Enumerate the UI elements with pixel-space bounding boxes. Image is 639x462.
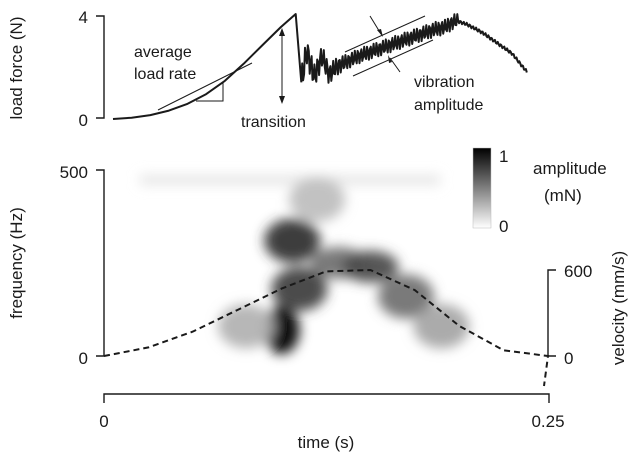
frequency-axis-label: frequency (Hz) <box>7 207 26 318</box>
load-rate-annotation: average load rate <box>134 44 253 111</box>
time-tick-0: 0 <box>99 412 108 431</box>
velocity-axis-label: velocity (mm/s) <box>609 251 628 365</box>
load-force-curve <box>112 13 528 120</box>
colorbar-title-line1: amplitude <box>533 159 607 178</box>
load-rate-tangent-line <box>157 62 253 111</box>
spectrogram-heatmap <box>140 175 470 354</box>
heatmap-blob <box>263 305 300 354</box>
vibration-arrow-top-head <box>377 29 383 37</box>
heatmap-blob <box>264 218 321 263</box>
vibration-annotation: vibration amplitude <box>344 15 483 114</box>
colorbar-tick-0: 0 <box>499 217 508 236</box>
frequency-tick-0: 0 <box>79 349 88 368</box>
heatmap-blob <box>218 304 275 349</box>
transition-label: transition <box>241 114 306 131</box>
load-rate-label-line2: load rate <box>134 66 196 83</box>
heatmap-noise-band <box>140 175 440 185</box>
colorbar-tick-1: 1 <box>499 147 508 166</box>
load-rate-label-line1: average <box>134 44 192 61</box>
transition-arrow-head-bottom <box>279 96 285 104</box>
frequency-y-axis <box>96 169 105 357</box>
load-force-panel: 4 0 load force (N) average load rate tra… <box>7 8 528 131</box>
velocity-curve <box>103 268 550 387</box>
load-force-tick-0: 0 <box>79 111 88 130</box>
frequency-tick-500: 500 <box>60 163 88 182</box>
load-force-axis-label: load force (N) <box>7 17 26 120</box>
transition-arrow-head-top <box>279 28 285 36</box>
colorbar-gradient <box>472 147 492 229</box>
heatmap-blob <box>413 304 470 349</box>
spectrogram-panel: 500 0 frequency (Hz) 600 0 velocity (mm/… <box>7 147 628 452</box>
vibration-label-line1: vibration <box>414 74 474 91</box>
vibration-arrow-bottom <box>389 57 401 73</box>
colorbar-title-line2: (mN) <box>544 186 582 205</box>
load-force-tick-4: 4 <box>79 8 88 27</box>
vibration-envelope-top <box>344 15 426 53</box>
velocity-tick-600: 600 <box>564 262 592 281</box>
time-axis-label: time (s) <box>298 433 355 452</box>
heatmap-blob <box>342 250 399 283</box>
time-x-axis <box>103 393 550 403</box>
colorbar: 1 0 amplitude (mN) <box>472 147 607 236</box>
velocity-y-axis <box>547 269 556 357</box>
load-force-y-axis <box>96 15 105 119</box>
vibration-label-line2: amplitude <box>414 97 483 114</box>
vibration-arrow-bottom-head <box>388 55 392 63</box>
vibration-envelope-bottom <box>352 39 434 77</box>
velocity-tick-0: 0 <box>564 349 573 368</box>
transition-annotation: transition <box>241 28 306 131</box>
heatmap-blob <box>271 267 328 312</box>
heatmap-blob <box>289 177 346 222</box>
heatmap-blob <box>377 274 434 319</box>
load-rate-triangle <box>196 82 224 102</box>
time-tick-0-25: 0.25 <box>531 412 564 431</box>
